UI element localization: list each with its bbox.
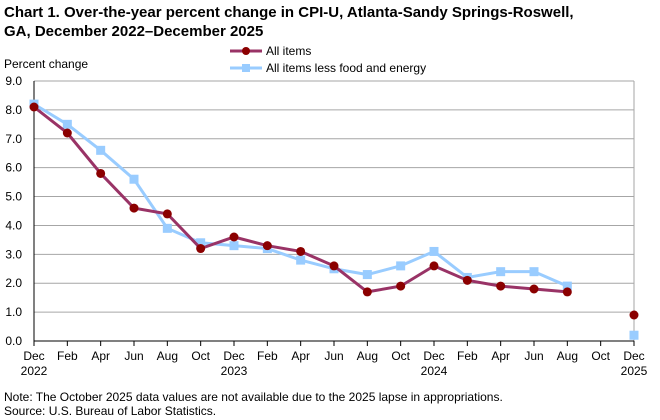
data-point — [29, 102, 39, 112]
data-point — [629, 330, 639, 340]
y-axis-label: Percent change — [4, 57, 88, 71]
x-tick-label: Oct — [591, 349, 610, 363]
x-tick-label: Jun — [524, 349, 543, 363]
chart-title-line-2: GA, December 2022–December 2025 — [4, 23, 263, 40]
data-point — [362, 270, 372, 280]
data-point — [396, 281, 406, 291]
y-tick-label: 6.0 — [5, 161, 22, 175]
x-tick-label: Apr — [491, 349, 510, 363]
data-point — [562, 281, 572, 291]
data-point — [296, 255, 306, 265]
x-tick-year: 2025 — [621, 364, 648, 378]
y-tick-label: 8.0 — [5, 103, 22, 117]
data-point — [229, 232, 239, 242]
data-point — [62, 119, 72, 129]
data-point — [196, 244, 206, 254]
data-point — [362, 287, 372, 297]
x-tick-label: Apr — [291, 349, 310, 363]
x-tick-year: 2023 — [221, 364, 248, 378]
x-tick-year: 2024 — [421, 364, 448, 378]
note-text: Note: The October 2025 data values are n… — [4, 390, 503, 404]
x-tick-label: Jun — [324, 349, 343, 363]
x-tick-label: Aug — [157, 349, 178, 363]
data-point — [96, 168, 106, 178]
data-point — [229, 241, 239, 251]
series-0 — [29, 102, 639, 320]
data-point — [529, 267, 539, 277]
data-point — [429, 261, 439, 271]
source-text: Source: U.S. Bureau of Labor Statistics. — [4, 404, 216, 418]
data-point — [162, 209, 172, 219]
x-tick-label: Dec — [623, 349, 644, 363]
data-point — [496, 281, 506, 291]
x-tick-label: Dec — [23, 349, 44, 363]
x-tick-label: Aug — [557, 349, 578, 363]
legend-marker — [242, 47, 250, 55]
y-tick-label: 4.0 — [5, 218, 22, 232]
x-tick-label: Feb — [457, 349, 478, 363]
y-tick-label: 9.0 — [5, 74, 22, 88]
axes: 0.01.02.03.04.05.06.07.08.09.0Dec2022Feb… — [5, 74, 647, 378]
x-tick-label: Dec — [423, 349, 444, 363]
data-point — [496, 267, 506, 277]
x-tick-label: Feb — [257, 349, 278, 363]
data-point — [196, 238, 206, 248]
data-point — [296, 246, 306, 256]
data-point — [129, 174, 139, 184]
legend-marker — [242, 64, 250, 72]
data-point — [396, 261, 406, 271]
y-tick-label: 1.0 — [5, 305, 22, 319]
y-tick-label: 7.0 — [5, 132, 22, 146]
legend-label: All items less food and energy — [266, 61, 426, 75]
x-tick-label: Aug — [357, 349, 378, 363]
x-tick-label: Apr — [91, 349, 110, 363]
data-point — [262, 241, 272, 251]
y-tick-label: 0.0 — [5, 334, 22, 348]
data-point — [562, 287, 572, 297]
y-tick-label: 5.0 — [5, 190, 22, 204]
x-tick-label: Feb — [57, 349, 78, 363]
data-point — [329, 261, 339, 271]
x-tick-label: Oct — [191, 349, 210, 363]
data-point — [529, 284, 539, 294]
x-tick-year: 2022 — [21, 364, 48, 378]
series-group — [29, 99, 639, 340]
data-point — [96, 145, 106, 155]
legend-label: All items — [266, 44, 311, 58]
y-tick-label: 3.0 — [5, 247, 22, 261]
x-tick-label: Jun — [124, 349, 143, 363]
chart-title-line-1: Chart 1. Over-the-year percent change in… — [4, 4, 574, 21]
series-1 — [29, 99, 639, 340]
data-point — [62, 128, 72, 138]
legend: All items All items less food and energy — [230, 44, 426, 75]
data-point — [629, 310, 639, 320]
data-point — [129, 203, 139, 213]
x-tick-label: Dec — [223, 349, 244, 363]
x-tick-label: Oct — [391, 349, 410, 363]
data-point — [162, 223, 172, 233]
gridlines — [34, 80, 634, 313]
data-point — [462, 275, 472, 285]
data-point — [429, 246, 439, 256]
y-tick-label: 2.0 — [5, 276, 22, 290]
